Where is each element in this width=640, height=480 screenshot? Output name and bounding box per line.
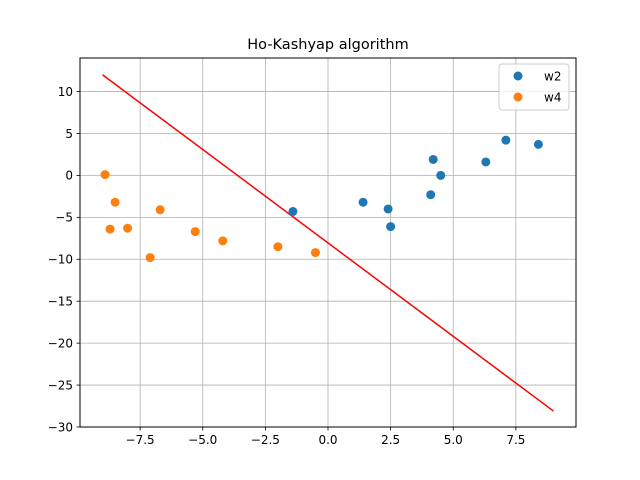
y-axis: 10 5 0 −5 −10 −15 −20 −25 −30	[48, 85, 80, 434]
point-w2	[428, 154, 438, 164]
x-tick-label: −7.5	[126, 433, 155, 447]
y-tick-label: 10	[58, 85, 73, 99]
point-w4	[190, 227, 200, 237]
y-tick-label: −5	[55, 211, 73, 225]
point-w4	[145, 253, 155, 263]
grid	[80, 58, 576, 428]
y-tick-label: −10	[48, 253, 73, 267]
x-tick-label: 2.5	[381, 433, 400, 447]
point-w4	[155, 205, 165, 215]
x-tick-label: −5.0	[188, 433, 217, 447]
point-w2	[386, 222, 396, 232]
y-tick-label: −25	[48, 378, 73, 392]
point-w4	[105, 224, 115, 234]
boundary-line	[102, 74, 554, 412]
point-w4	[273, 242, 283, 252]
decision-boundary-line	[102, 74, 554, 412]
legend-marker-w2	[513, 71, 523, 81]
legend: w2 w4	[498, 63, 570, 111]
data-points	[100, 135, 543, 263]
point-w4	[123, 223, 133, 233]
point-w4	[310, 248, 320, 258]
y-tick-label: −20	[48, 336, 73, 350]
legend-label-w4: w4	[544, 90, 561, 104]
x-tick-label: 0.0	[318, 433, 337, 447]
x-tick-label: −2.5	[251, 433, 280, 447]
point-w2	[481, 157, 491, 167]
point-w2	[426, 190, 436, 200]
y-tick-label: −15	[48, 295, 73, 309]
y-tick-label: 5	[65, 127, 73, 141]
point-w2	[358, 197, 368, 207]
point-w2	[288, 206, 298, 216]
legend-label-w2: w2	[544, 69, 561, 83]
y-tick-label: −30	[48, 420, 73, 434]
point-w2	[501, 135, 511, 145]
legend-marker-w4	[513, 92, 523, 102]
point-w2	[533, 139, 543, 149]
point-w2	[383, 204, 393, 214]
point-w4	[100, 170, 110, 180]
x-tick-label: 7.5	[506, 433, 525, 447]
point-w4	[110, 197, 120, 207]
point-w4	[218, 236, 228, 246]
point-w2	[436, 170, 446, 180]
x-axis: −7.5 −5.0 −2.5 0.0 2.5 5.0 7.5	[126, 427, 525, 447]
chart-title: Ho-Kashyap algorithm	[247, 37, 408, 53]
x-tick-label: 5.0	[444, 433, 463, 447]
y-tick-label: 0	[65, 169, 73, 183]
